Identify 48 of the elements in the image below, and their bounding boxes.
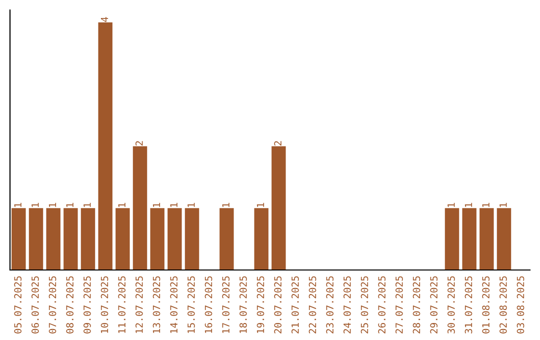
x-tick-label: 05.07.2025 bbox=[14, 276, 22, 334]
x-tick-label: 18.07.2025 bbox=[239, 276, 247, 333]
data-label: 1 bbox=[118, 202, 126, 207]
x-tick-label: 07.07.2025 bbox=[48, 276, 56, 334]
data-label: 1 bbox=[32, 202, 39, 207]
data-label: 1 bbox=[14, 202, 22, 207]
x-tick-label: 15.07.2025 bbox=[187, 276, 195, 333]
x-tick-label: 29.07.2025 bbox=[430, 276, 438, 334]
data-label: 1 bbox=[170, 202, 178, 207]
x-tick-label: 28.07.2025 bbox=[412, 276, 420, 334]
data-label: 1 bbox=[482, 202, 490, 207]
data-label: 2 bbox=[274, 141, 282, 146]
x-tick-label: 03.08.2025 bbox=[516, 276, 524, 334]
data-label: 1 bbox=[256, 202, 264, 207]
x-tick-label: 27.07.2025 bbox=[395, 276, 403, 334]
x-tick-label: 01.08.2025 bbox=[482, 276, 490, 334]
data-label: 1 bbox=[48, 202, 56, 207]
data-label: 1 bbox=[500, 202, 507, 207]
data-label: 1 bbox=[188, 202, 195, 207]
x-tick-label: 02.08.2025 bbox=[499, 276, 507, 334]
data-label: 1 bbox=[66, 202, 74, 207]
x-tick-label: 11.07.2025 bbox=[118, 276, 126, 333]
x-tick-label: 23.07.2025 bbox=[326, 276, 334, 334]
x-tick-label: 12.07.2025 bbox=[135, 276, 143, 333]
data-label: 4 bbox=[100, 16, 108, 22]
x-tick-label: 21.07.2025 bbox=[291, 276, 299, 334]
x-tick-label: 08.07.2025 bbox=[66, 276, 74, 334]
x-tick-label: 14.07.2025 bbox=[170, 276, 178, 333]
data-label: 1 bbox=[152, 202, 160, 207]
data-label: 1 bbox=[222, 202, 230, 207]
x-tick-label: 16.07.2025 bbox=[204, 276, 212, 333]
x-tick-label: 20.07.2025 bbox=[274, 276, 282, 334]
x-tick-label: 06.07.2025 bbox=[31, 276, 39, 334]
x-tick-label: 17.07.2025 bbox=[222, 276, 230, 333]
x-tick-label: 24.07.2025 bbox=[343, 276, 351, 334]
x-tick-label: 22.07.2025 bbox=[308, 276, 316, 334]
data-label: 1 bbox=[448, 202, 455, 207]
x-tick-label: 13.07.2025 bbox=[152, 276, 160, 333]
x-tick-label: 30.07.2025 bbox=[447, 276, 455, 334]
data-label: 2 bbox=[135, 141, 143, 146]
x-tick-label: 10.07.2025 bbox=[100, 276, 108, 333]
x-tick-label: 19.07.2025 bbox=[256, 276, 264, 333]
x-tick-label: 26.07.2025 bbox=[378, 276, 386, 334]
data-label: 1 bbox=[84, 202, 91, 207]
x-tick-label: 09.07.2025 bbox=[83, 276, 91, 334]
x-tick-label: 31.07.2025 bbox=[464, 276, 472, 334]
x-tick-label: 25.07.2025 bbox=[360, 276, 368, 334]
data-label: 1 bbox=[464, 202, 472, 207]
